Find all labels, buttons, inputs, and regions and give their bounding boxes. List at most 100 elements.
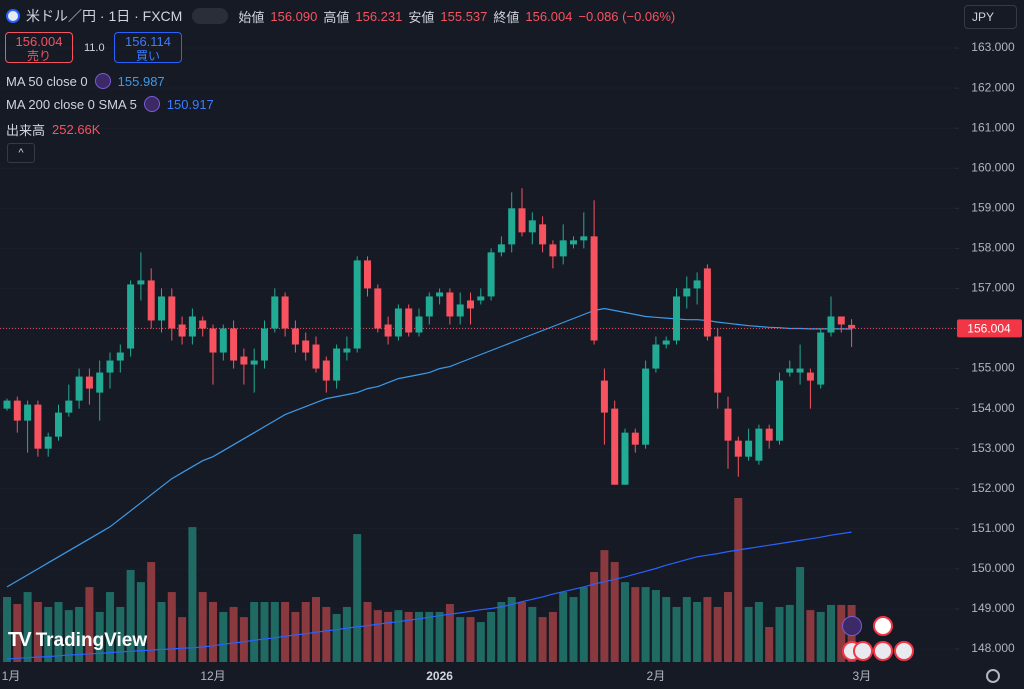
volume-bar	[662, 597, 671, 662]
candle-body	[322, 360, 330, 381]
volume-bar	[651, 590, 660, 662]
candle-body	[817, 332, 825, 385]
candle-body	[147, 280, 155, 321]
volume-bar	[724, 592, 732, 662]
volume-bar	[744, 606, 753, 662]
volume-bar	[270, 601, 279, 662]
candle-body	[559, 240, 567, 257]
buy-label: 買い	[135, 49, 160, 63]
candle-body	[178, 324, 186, 337]
candle-body	[508, 208, 516, 245]
candle-body	[44, 436, 52, 449]
candle-body	[456, 304, 464, 317]
candle-body	[549, 244, 557, 257]
watermark-text: TradingView	[35, 629, 148, 651]
volume-bar	[33, 601, 42, 662]
currency-button[interactable]: JPY	[964, 5, 1017, 29]
volume-bar	[198, 592, 207, 662]
candle-body	[230, 328, 238, 361]
legend-ma50[interactable]: MA 50 close 0 155.987	[6, 73, 165, 89]
high-label: 高値	[323, 9, 350, 25]
buy-button[interactable]: 156.114 買い	[114, 32, 182, 63]
candle-body	[487, 252, 495, 297]
volume-bar	[332, 613, 341, 662]
y-tick-label: 153.000	[971, 441, 1015, 455]
candle-body	[281, 296, 289, 329]
candle-body	[621, 432, 629, 485]
candle-body	[415, 316, 423, 333]
volume-bar	[703, 597, 712, 662]
volume-bar	[136, 582, 145, 662]
volume-bar	[559, 592, 568, 662]
volume-bar	[816, 611, 825, 662]
volume-bar	[116, 606, 125, 662]
last-price-box	[957, 319, 1022, 338]
volume-bar	[415, 611, 423, 662]
candle-body	[127, 284, 135, 349]
volume-bar	[507, 597, 516, 662]
volume-bar	[250, 601, 259, 662]
volume-bar	[394, 610, 403, 662]
sell-button[interactable]: 156.004 売り	[5, 32, 73, 63]
candle-body	[250, 360, 258, 365]
candle-body	[755, 428, 763, 461]
legend-volume[interactable]: 出来高 252.66K	[6, 120, 100, 139]
volume-bar	[538, 617, 547, 662]
volume-bar	[281, 601, 290, 662]
volume-bar	[672, 606, 681, 662]
volume-bar	[621, 582, 629, 662]
open-label: 始値	[238, 9, 265, 25]
volume-bar	[827, 604, 835, 662]
candle-body	[364, 260, 371, 289]
volume-bar	[590, 571, 599, 662]
volume-bar	[44, 606, 53, 662]
volume-bar	[209, 601, 217, 662]
volume-bar	[23, 592, 32, 662]
toggle[interactable]	[192, 8, 229, 24]
volume-bar	[167, 592, 176, 662]
y-tick-label: 162.000	[971, 80, 1015, 94]
candle-body	[662, 340, 670, 345]
candle-body	[518, 208, 526, 233]
candle-body	[539, 224, 547, 245]
y-tick-label: 158.000	[971, 241, 1015, 255]
candle-body	[96, 372, 104, 393]
legend-name: 出来高	[6, 123, 46, 138]
low-label: 安値	[408, 9, 435, 25]
event-icon[interactable]	[853, 641, 873, 661]
legend-ma200[interactable]: MA 200 close 0 SMA 5 150.917	[6, 96, 214, 112]
candle-body	[467, 300, 474, 309]
candle-body	[827, 316, 835, 333]
collapse-button[interactable]: ^	[7, 143, 35, 163]
candle-body	[436, 292, 444, 297]
candle-body	[374, 288, 382, 329]
event-icon[interactable]	[873, 641, 893, 661]
candle-body	[570, 240, 577, 245]
settings-button[interactable]	[986, 669, 1000, 683]
volume-bar	[229, 606, 238, 662]
legend-name: MA 50 close 0	[6, 73, 88, 89]
event-icon[interactable]	[842, 616, 862, 636]
volume-bar	[610, 562, 619, 662]
ma-line	[6, 307, 852, 588]
candle-body	[343, 348, 351, 353]
candle-body	[353, 260, 361, 349]
event-icon[interactable]	[873, 616, 893, 636]
symbol-flag	[6, 9, 20, 23]
y-tick-label: 160.000	[971, 160, 1015, 174]
volume-bar	[528, 606, 537, 662]
candle-body	[312, 344, 320, 369]
volume-bar	[569, 597, 578, 662]
volume-bar	[796, 567, 805, 662]
volume-bar	[260, 601, 269, 662]
symbol-name[interactable]: 米ドル／円 · 1日 · FXCM	[26, 8, 183, 24]
candle-body	[786, 368, 794, 373]
x-tick-label: 2月	[647, 669, 666, 683]
volume-bar	[95, 611, 104, 662]
candle-body	[693, 280, 701, 289]
volume-bar	[188, 527, 197, 662]
volume-bar	[785, 604, 794, 662]
event-icon[interactable]	[894, 641, 914, 661]
volume-bar	[342, 606, 351, 662]
